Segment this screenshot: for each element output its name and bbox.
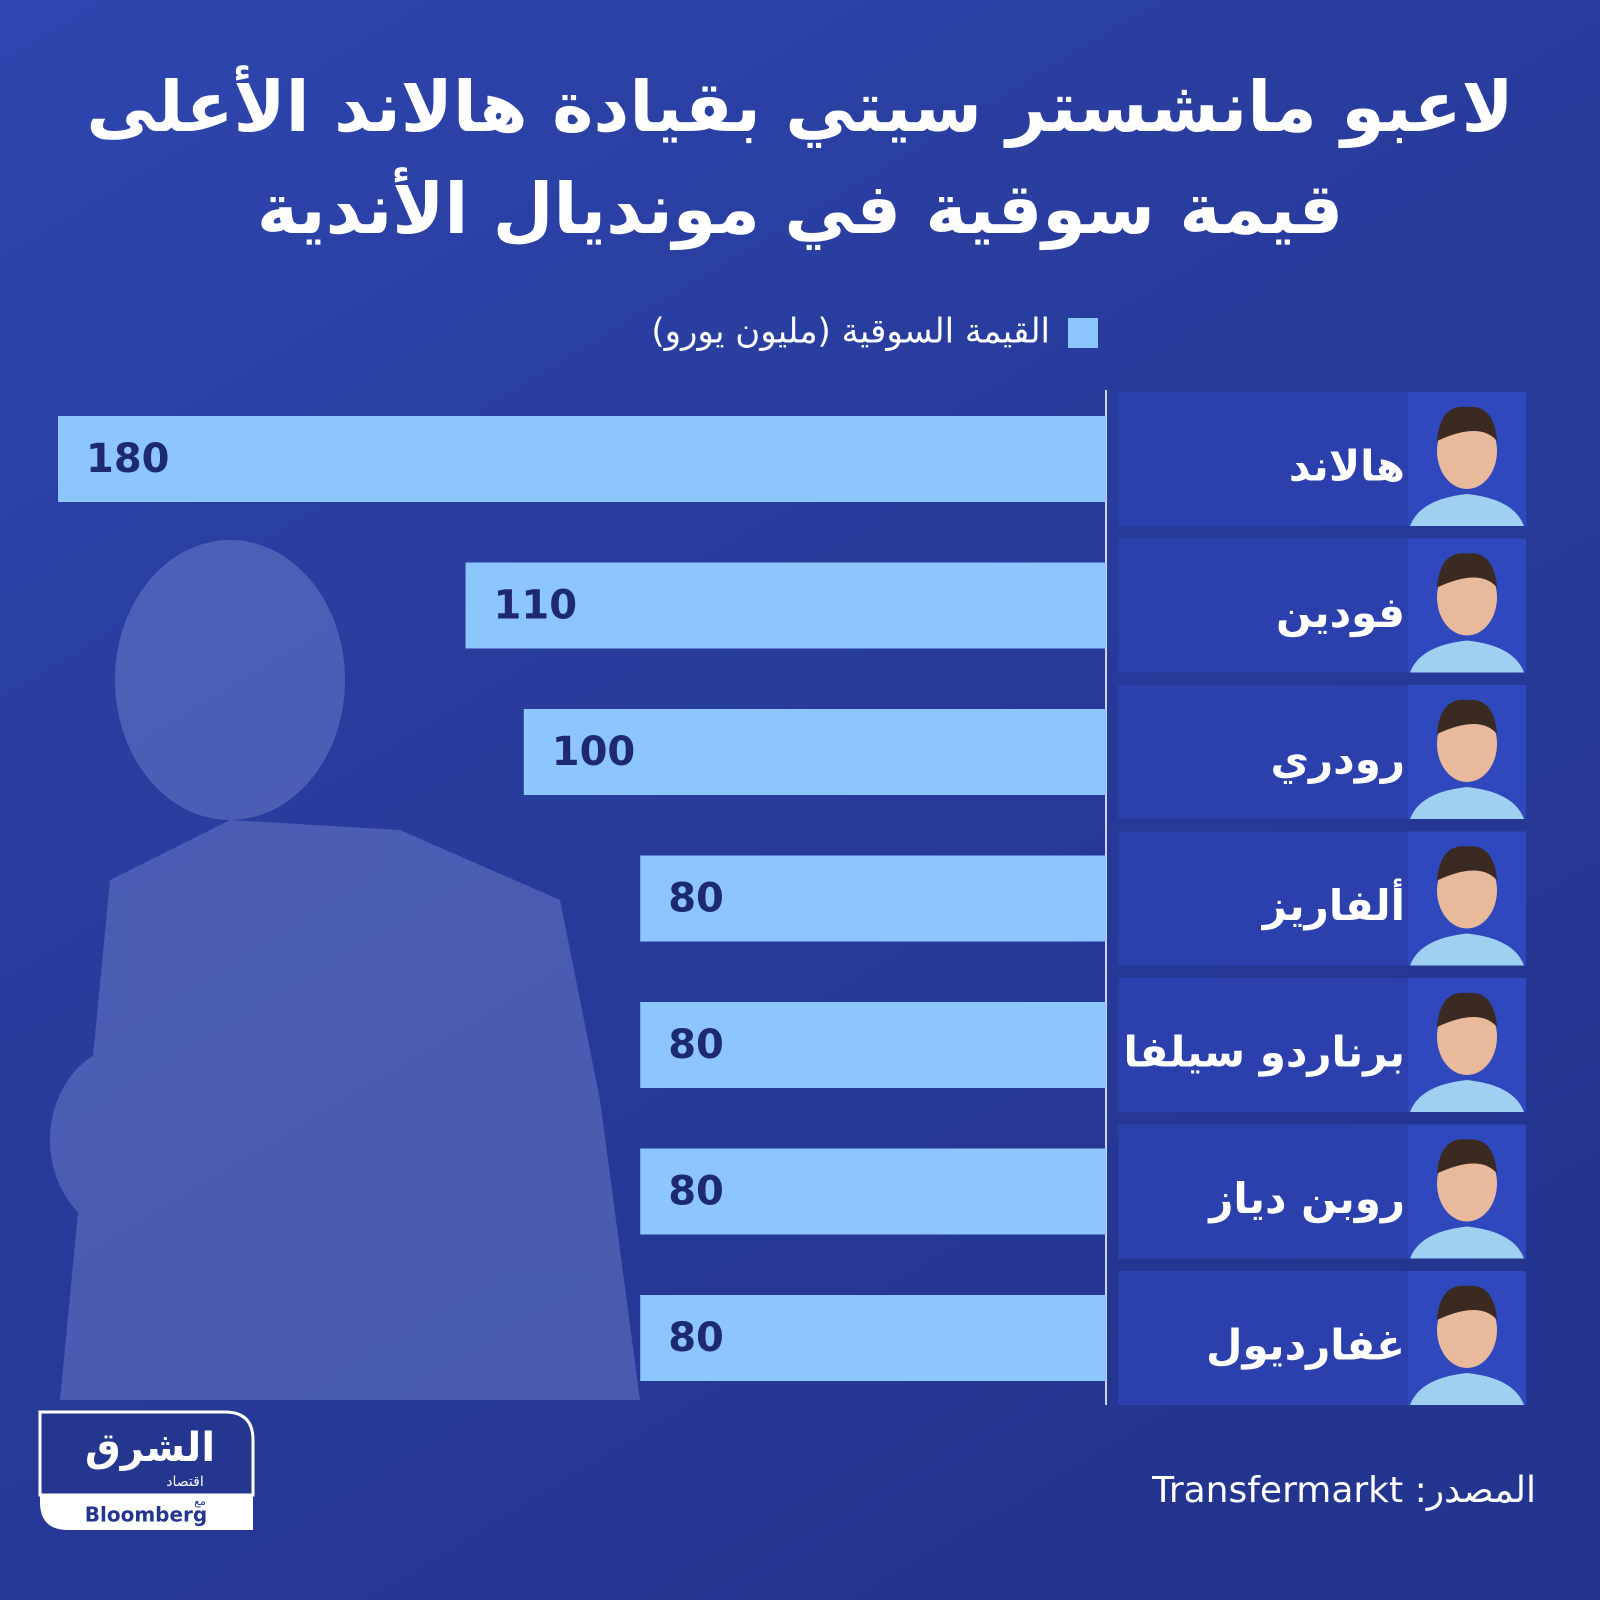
category-label: ألفاريز [1261, 878, 1405, 931]
data-label: 110 [494, 583, 578, 629]
legend-label: القيمة السوقية (مليون يورو) [651, 312, 1050, 352]
shirt [1410, 494, 1524, 526]
hair [1437, 553, 1497, 588]
category-label: روبن دياز [1207, 1174, 1405, 1224]
category-label: برناردو سيلفا [1124, 1028, 1406, 1078]
bar [640, 1295, 1106, 1381]
hair [1437, 992, 1497, 1027]
chart-title: لاعبو مانشستر سيتي بقيادة هالاند الأعلى [86, 65, 1513, 148]
data-label: 80 [668, 1315, 724, 1361]
bar [640, 1002, 1106, 1088]
shirt [1410, 787, 1524, 819]
data-label: 180 [86, 436, 170, 482]
data-label: 80 [668, 1169, 724, 1215]
logo-with: مع [194, 1495, 206, 1508]
hair [1437, 1139, 1497, 1174]
shirt [1410, 640, 1524, 673]
data-label: 100 [552, 729, 636, 775]
bar [523, 709, 1106, 795]
category-label: غفارديول [1206, 1321, 1405, 1371]
shirt [1410, 1080, 1524, 1112]
bar [58, 416, 1106, 502]
category-label: رودري [1270, 735, 1405, 785]
logo-sub: اقتصاد [166, 1474, 203, 1490]
shirt [1410, 1373, 1524, 1405]
bar [640, 1148, 1106, 1235]
hair [1437, 846, 1497, 881]
hair [1437, 1285, 1497, 1320]
shirt [1410, 933, 1524, 966]
shirt [1410, 1226, 1524, 1259]
category-label: فودين [1276, 588, 1405, 638]
hair [1437, 406, 1497, 441]
chart-title: قيمة سوقية في مونديال الأندية [257, 167, 1343, 250]
category-label: هالاند [1289, 442, 1405, 491]
legend-swatch [1068, 318, 1098, 348]
hair [1437, 699, 1497, 734]
logo-top [38, 1410, 255, 1497]
source: المصدر: Transfermarkt [1151, 1470, 1536, 1511]
logo-partner: Bloomberg [85, 1503, 207, 1527]
bar [465, 562, 1106, 649]
logo: الشرق اقتصاد مع Bloomberg [38, 1410, 255, 1530]
bar [640, 855, 1106, 942]
background-players [50, 540, 640, 1400]
data-label: 80 [668, 876, 724, 922]
logo-name: الشرق [85, 1425, 215, 1471]
data-label: 80 [668, 1022, 724, 1068]
